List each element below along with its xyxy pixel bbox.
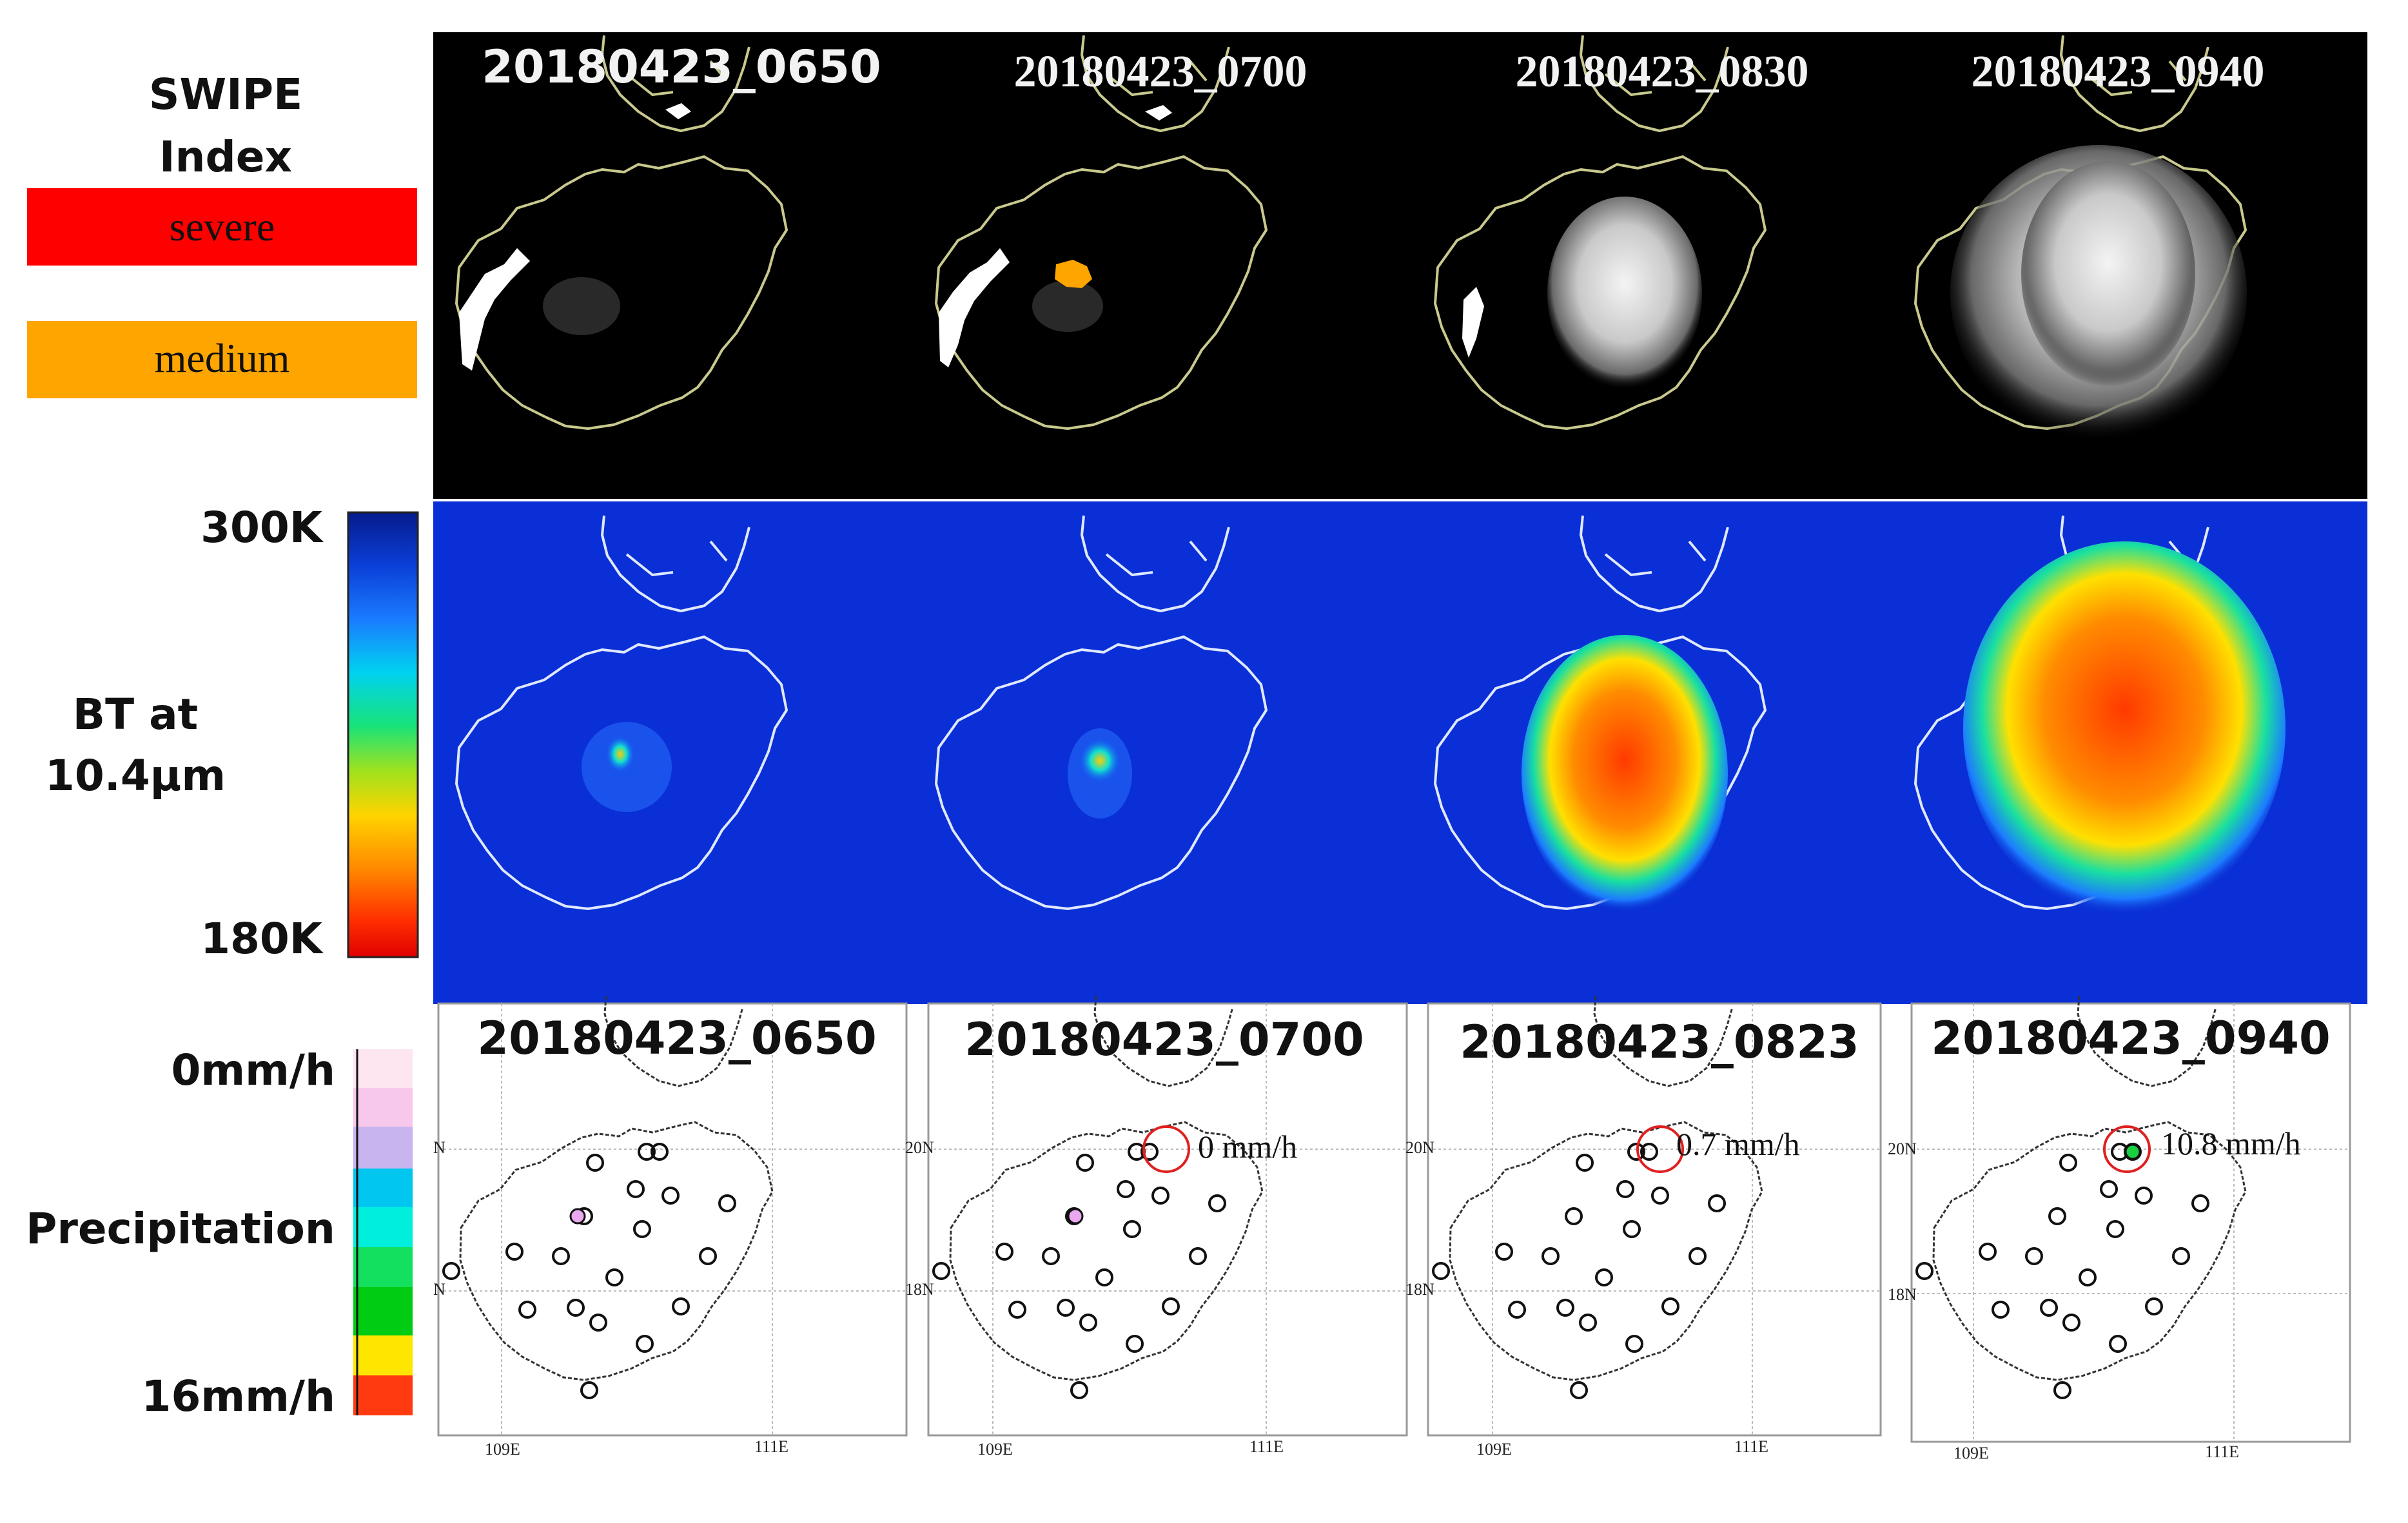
precip-bin [353, 1049, 413, 1088]
precip-bin [353, 1375, 413, 1415]
storm-cloud [1963, 541, 2286, 915]
faint-cloud [543, 277, 620, 335]
precip-panel-4-lat-bottom: 18N [1888, 1285, 1917, 1304]
swipe-panel-4 [1914, 34, 2247, 441]
storm-cloud [1522, 635, 1728, 912]
precip-panel-1 [437, 994, 908, 1437]
precip-panel-3-lat-bottom: 18N [1405, 1280, 1434, 1299]
cold-cloud-edge [1462, 287, 1484, 358]
precip-panel-2-time: 20180423_0700 [964, 1013, 1364, 1066]
swipe-panel-2 [935, 34, 1268, 430]
precip-panel-1-lat-top: N [433, 1138, 445, 1157]
precip-panel-2-lat-top: 20N [905, 1138, 934, 1157]
swipe-panel-1-time: 20180423_0650 [482, 41, 881, 93]
precip-bin [353, 1335, 413, 1375]
cold-cloud-spot [1145, 105, 1172, 121]
severe-label: severe [169, 204, 275, 249]
precip-panel-4-lat-top: 20N [1888, 1140, 1917, 1158]
highlight-circle [2103, 1125, 2151, 1173]
precip-panel-2-lon-right: 111E [1249, 1437, 1284, 1456]
bt-colorbar [347, 511, 419, 958]
swipe-panel-2-time: 20180423_0700 [1014, 47, 1307, 97]
precip-panel-3-time: 20180423_0823 [1460, 1016, 1859, 1069]
medium-label: medium [154, 335, 290, 381]
bt-title-line-2: 10.4µm [44, 751, 226, 800]
swipe-title-line-2: Index [159, 132, 293, 182]
bt-panel-2 [935, 514, 1268, 910]
precip-title: Precipitation [26, 1204, 335, 1254]
precip-panel-3-rain-value: 0.7 mm/h [1676, 1126, 1800, 1162]
cold-cloud-edge [459, 248, 530, 371]
cold-cloud-spot [665, 103, 691, 119]
precip-panel-2-lat-bottom: 18N [905, 1280, 934, 1299]
precip-panel-3 [1427, 994, 1882, 1437]
swipe-panel-4-time: 20180423_0940 [1972, 47, 2265, 97]
bt-max-label: 300K [201, 503, 322, 552]
precip-max-label: 16mm/h [141, 1372, 335, 1421]
panel-frame [1427, 1002, 1882, 1437]
precip-panel-1-lon-right: 111E [754, 1437, 788, 1456]
legend-column [27, 188, 419, 1415]
precip-panel-1-lon-left: 109E [485, 1440, 520, 1459]
bt-title-line-1: BT at [72, 690, 199, 739]
highlight-circle [1142, 1125, 1190, 1173]
highlight-circle [1636, 1125, 1684, 1173]
precip-panel-1-lat-bottom: N [433, 1280, 445, 1299]
swipe-panel-3-time: 20180423_0830 [1516, 47, 1809, 97]
precip-colorbar [353, 1049, 413, 1415]
swipe-title-line-1: SWIPE [148, 70, 303, 119]
precip-panel-2-rain-value: 0 mm/h [1198, 1129, 1298, 1165]
swipe-panel-3 [1434, 34, 1767, 430]
swipe-panel-1 [455, 34, 788, 430]
precip-min-label: 0mm/h [171, 1045, 335, 1095]
swipe-medium-cell [1055, 260, 1092, 288]
bt-panel-3 [1434, 514, 1767, 912]
faint-cloud [1032, 280, 1103, 332]
precip-panel-4-time: 20180423_0940 [1931, 1012, 2331, 1065]
precip-row [437, 994, 2351, 1443]
bt-panel-4 [1914, 514, 2286, 915]
precip-panel-2-lon-left: 109E [977, 1440, 1013, 1459]
medium-swatch [27, 321, 417, 398]
swipe-row: 20180423_0650 20180423_0700 20180423_083… [433, 32, 2367, 499]
bt-min-label: 180K [201, 914, 322, 964]
precip-panel-4 [1910, 994, 2351, 1443]
station-0mm [1067, 1208, 1084, 1225]
precip-panel-3-lon-left: 109E [1476, 1440, 1512, 1459]
cold-cloud-edge [939, 248, 1010, 367]
precip-panel-4-lon-right: 111E [2205, 1442, 2239, 1461]
precip-bin [353, 1127, 413, 1169]
storm-core [606, 736, 634, 772]
precip-panel-4-rain-value: 10.8 mm/h [2161, 1125, 2301, 1161]
panel-frame [437, 1002, 908, 1437]
precip-panel-3-lat-top: 20N [1405, 1138, 1434, 1157]
precip-panel-3-lon-right: 111E [1734, 1437, 1768, 1456]
severe-swatch [27, 188, 417, 266]
precip-panel-2 [927, 994, 1408, 1437]
panel-frame [927, 1002, 1408, 1437]
precip-bin [353, 1088, 413, 1127]
precip-panel-1-time: 20180423_0650 [477, 1012, 877, 1065]
station-heavy-rain [2124, 1143, 2141, 1160]
bt-panel-1 [455, 514, 788, 910]
bt-row [433, 501, 2367, 1004]
precip-bin [353, 1169, 413, 1207]
station-0mm [569, 1208, 586, 1225]
precip-panel-4-lon-left: 109E [1953, 1444, 1989, 1462]
precip-bin [353, 1207, 413, 1247]
convective-cloud [2021, 161, 2195, 387]
precip-bin [353, 1287, 413, 1335]
convective-cloud [1547, 197, 1702, 390]
precip-bin [353, 1247, 413, 1287]
panel-frame [1910, 1002, 2351, 1443]
storm-core [1079, 739, 1121, 782]
